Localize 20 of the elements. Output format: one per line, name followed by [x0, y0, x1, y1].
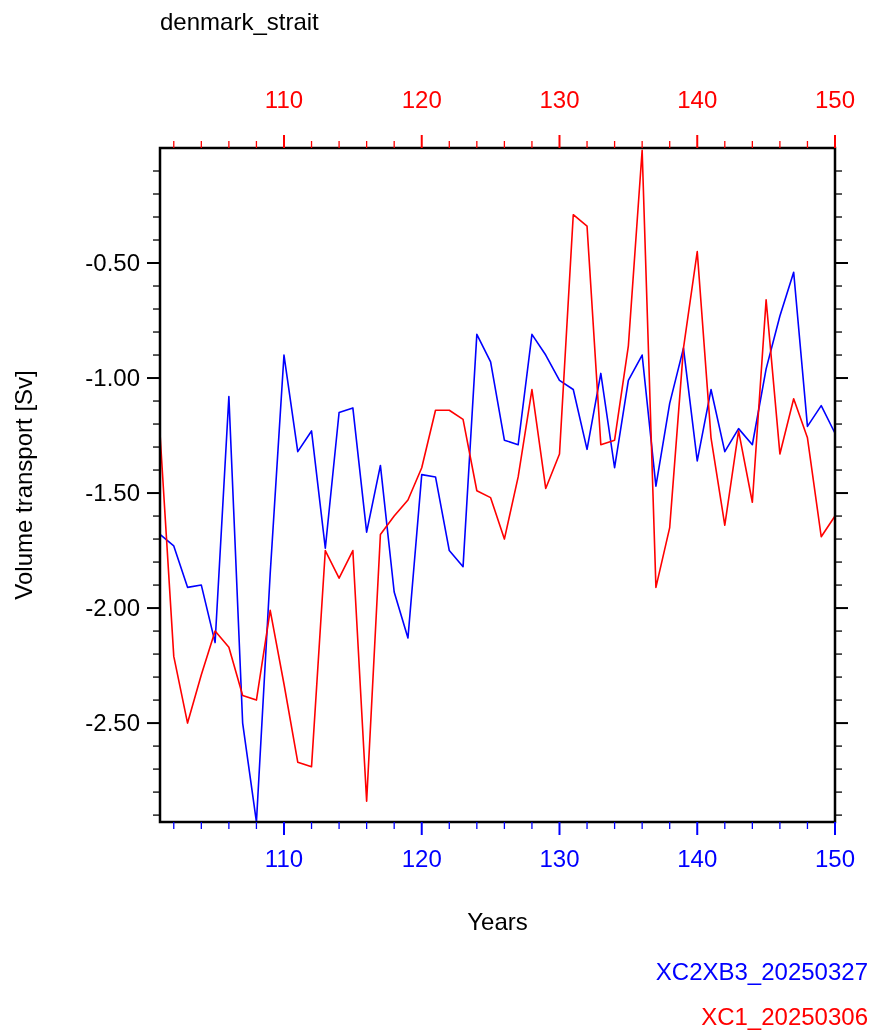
x2-tick-label: 110	[264, 86, 304, 113]
x2-tick-label: 130	[539, 86, 580, 113]
x-tick-label: 150	[814, 845, 856, 872]
y-tick-label: -0.50	[85, 249, 140, 277]
x2-tick-label: 150	[814, 86, 856, 113]
y-axis-title: Volume transport [Sv]	[10, 370, 37, 600]
x-tick-label: 120	[401, 845, 442, 872]
x-tick-label: 130	[539, 845, 580, 872]
x-axis-title: Years	[467, 908, 528, 935]
text: XC2XB3_20250327	[655, 958, 868, 985]
y-tick-label: -1.00	[85, 364, 140, 392]
x2-tick-label: 120	[401, 86, 442, 113]
y-tick-label: -2.50	[85, 709, 140, 737]
y-tick-label: -2.00	[85, 594, 140, 622]
chart-title: denmark_strait	[160, 8, 320, 35]
y-tick-label: -1.50	[85, 479, 140, 507]
text: XC1_20250306	[701, 1003, 868, 1030]
x-tick-label: 140	[677, 845, 718, 872]
x2-tick-label: 140	[677, 86, 718, 113]
x-tick-label: 110	[264, 845, 304, 872]
